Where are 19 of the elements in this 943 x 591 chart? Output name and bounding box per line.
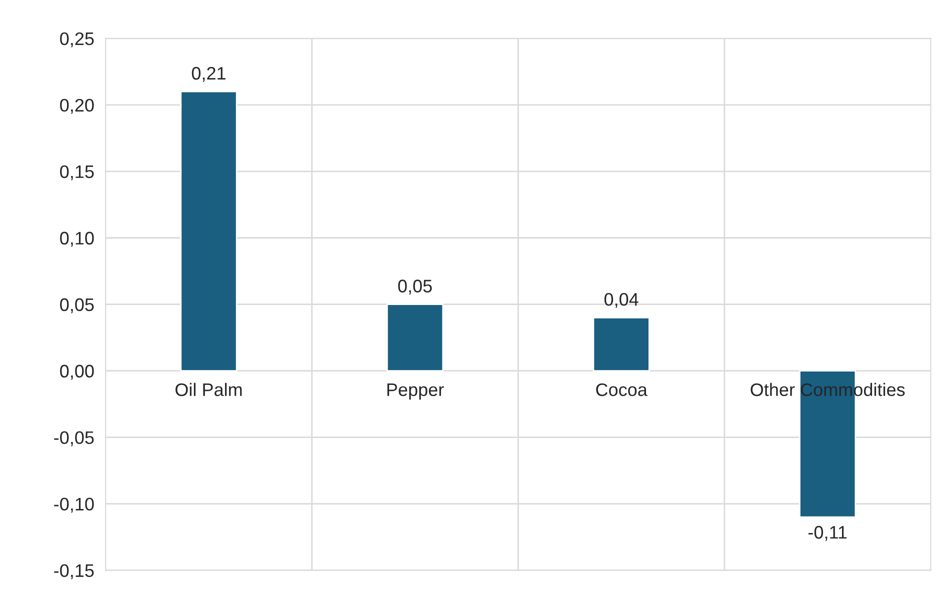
data-label: 0,21	[192, 66, 226, 82]
data-label: 0,05	[398, 280, 432, 295]
x-tick-label: Pepper	[387, 384, 444, 400]
y-tick-label: -0,05	[54, 431, 94, 446]
y-tick-label: 0,20	[60, 98, 94, 114]
y-tick-label: 0,15	[60, 165, 94, 180]
data-label: -0,11	[808, 526, 847, 541]
y-tick-label: 0,10	[60, 232, 94, 247]
y-tick-label: 0,25	[60, 32, 94, 48]
y-tick-label: -0,15	[54, 564, 94, 580]
x-tick-label: Oil Palm	[176, 382, 242, 396]
x-tick-label: Cocoa	[596, 383, 648, 396]
y-tick-label: 0,00	[60, 364, 94, 380]
bar	[180, 90, 238, 372]
y-tick-label: 0,05	[60, 298, 94, 314]
bar	[592, 316, 650, 372]
y-tick-label: -0,10	[54, 498, 94, 513]
data-label: 0,04	[604, 292, 638, 308]
bar	[386, 304, 444, 372]
